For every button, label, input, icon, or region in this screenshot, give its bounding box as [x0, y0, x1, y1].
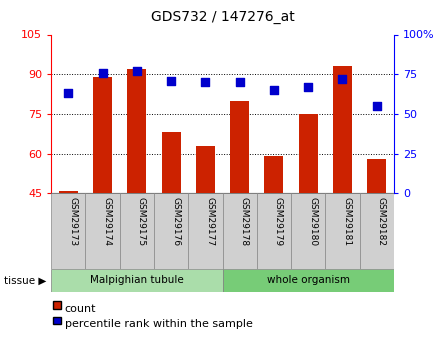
- Bar: [93, 77, 112, 193]
- Text: GSM29175: GSM29175: [137, 197, 146, 246]
- Text: GSM29180: GSM29180: [308, 197, 317, 246]
- Point: [134, 68, 141, 74]
- Point: [339, 76, 346, 82]
- Text: GSM29181: GSM29181: [343, 197, 352, 246]
- Bar: [367, 159, 386, 193]
- FancyBboxPatch shape: [154, 193, 188, 269]
- FancyBboxPatch shape: [325, 193, 360, 269]
- FancyBboxPatch shape: [120, 193, 154, 269]
- Text: Malpighian tubule: Malpighian tubule: [90, 275, 184, 285]
- FancyBboxPatch shape: [222, 269, 394, 292]
- FancyBboxPatch shape: [51, 193, 85, 269]
- Text: percentile rank within the sample: percentile rank within the sample: [65, 319, 252, 329]
- Text: whole organism: whole organism: [267, 275, 350, 285]
- FancyBboxPatch shape: [222, 193, 257, 269]
- Text: GSM29173: GSM29173: [69, 197, 77, 246]
- Point: [373, 103, 380, 109]
- FancyBboxPatch shape: [85, 193, 120, 269]
- Bar: [230, 101, 249, 193]
- Text: GSM29174: GSM29174: [103, 197, 112, 246]
- Text: GSM29179: GSM29179: [274, 197, 283, 246]
- FancyBboxPatch shape: [257, 193, 291, 269]
- Bar: [299, 114, 318, 193]
- Text: GSM29178: GSM29178: [239, 197, 249, 246]
- Point: [305, 84, 312, 90]
- Text: tissue ▶: tissue ▶: [4, 275, 47, 285]
- Text: GSM29176: GSM29176: [171, 197, 180, 246]
- Point: [99, 70, 106, 75]
- FancyBboxPatch shape: [360, 193, 394, 269]
- FancyBboxPatch shape: [51, 269, 223, 292]
- Text: count: count: [65, 304, 96, 314]
- Bar: [59, 190, 78, 193]
- Bar: [162, 132, 181, 193]
- Point: [271, 87, 278, 93]
- Text: GSM29177: GSM29177: [206, 197, 214, 246]
- Bar: [264, 156, 283, 193]
- Point: [65, 90, 72, 96]
- Text: GDS732 / 147276_at: GDS732 / 147276_at: [150, 10, 295, 24]
- Bar: [333, 66, 352, 193]
- FancyBboxPatch shape: [291, 193, 325, 269]
- Text: GSM29182: GSM29182: [376, 197, 386, 246]
- Bar: [127, 69, 146, 193]
- Point: [202, 79, 209, 85]
- Point: [168, 78, 175, 83]
- Bar: [196, 146, 215, 193]
- FancyBboxPatch shape: [188, 193, 222, 269]
- Point: [236, 79, 243, 85]
